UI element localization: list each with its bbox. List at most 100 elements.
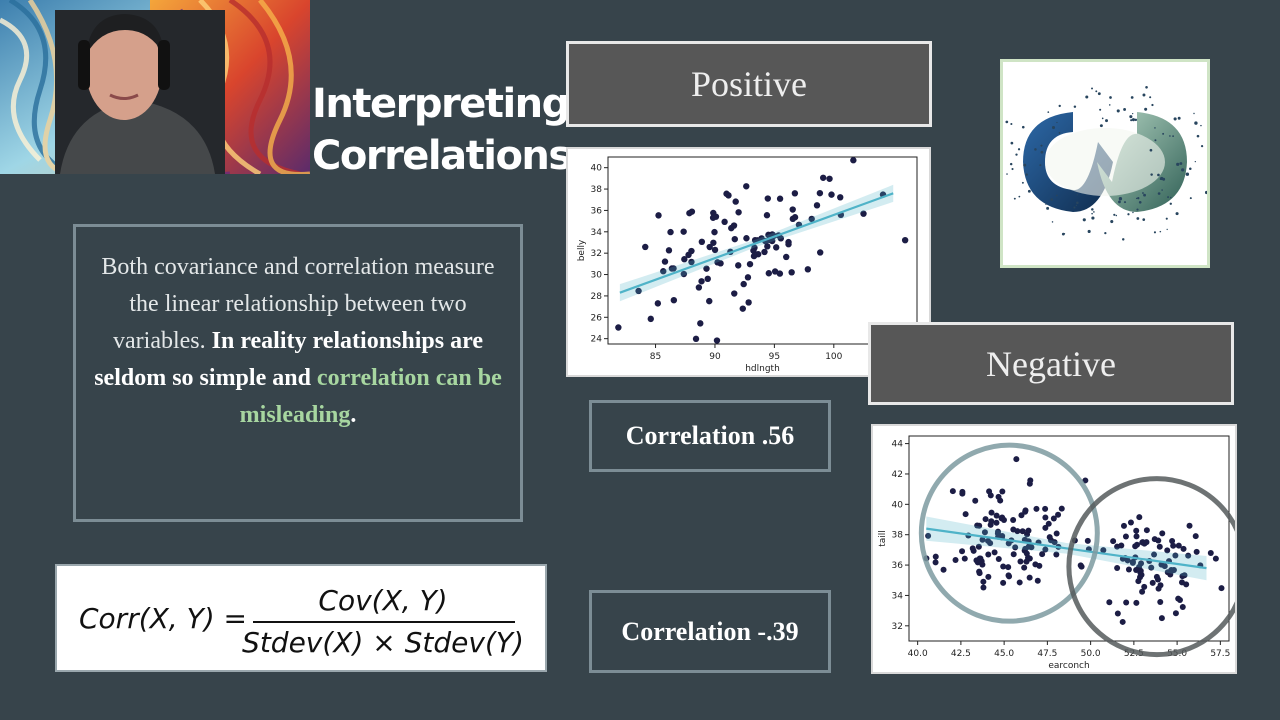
data-point xyxy=(1114,543,1121,550)
data-point xyxy=(711,246,719,254)
data-point xyxy=(982,516,989,523)
logo-dot xyxy=(1169,196,1172,199)
logo-dot xyxy=(1130,119,1133,122)
logo-dot xyxy=(1113,213,1116,216)
logo-dot xyxy=(1056,121,1058,124)
plot-frame xyxy=(607,156,918,345)
y-tick-label: 28 xyxy=(591,292,603,302)
data-point xyxy=(1149,579,1156,586)
data-point xyxy=(975,543,982,550)
logo-dot xyxy=(1175,212,1179,216)
y-tick-label: 24 xyxy=(591,335,603,345)
plot-frame xyxy=(908,435,1230,642)
data-point xyxy=(1033,505,1040,512)
data-point xyxy=(1137,567,1144,574)
y-tick-label: 36 xyxy=(591,206,603,216)
data-point xyxy=(826,175,833,182)
logo-dot xyxy=(1073,206,1076,209)
formula-graphic: Corr(X, Y) = Cov(X, Y) Stdev(X) × Stdev(… xyxy=(79,584,524,659)
data-point xyxy=(1133,599,1140,606)
data-point xyxy=(1026,574,1033,581)
data-point xyxy=(1172,552,1179,559)
data-point xyxy=(704,275,711,283)
data-point xyxy=(1025,543,1032,550)
data-point xyxy=(985,537,992,544)
data-point xyxy=(706,297,713,305)
data-point xyxy=(995,493,1002,500)
logo-dot xyxy=(1144,107,1148,111)
data-point xyxy=(695,284,703,291)
data-point xyxy=(681,256,688,263)
slide-title: Interpreting Correlations xyxy=(312,78,572,182)
negative-scatter-svg: 40.0 42.5 45.0 47.5 50.0 52.5 55.0 57.532343638… xyxy=(878,435,1248,671)
data-point xyxy=(1143,527,1150,534)
logo-dot xyxy=(1142,218,1146,221)
logo-dot xyxy=(1173,117,1177,121)
data-point xyxy=(1179,603,1186,610)
data-point xyxy=(949,488,956,495)
data-point xyxy=(991,549,998,556)
data-point xyxy=(837,194,844,201)
data-point xyxy=(750,252,758,260)
negative-scatter-chart: 40.0 42.5 45.0 47.5 50.0 52.5 55.0 57.5 32 34 36 38… xyxy=(871,424,1248,674)
logo-dot xyxy=(1091,208,1094,211)
data-point xyxy=(959,548,966,555)
data-point xyxy=(660,268,667,275)
data-point xyxy=(788,269,795,276)
data-point xyxy=(1000,516,1007,523)
data-point xyxy=(1156,543,1163,550)
y-tick-label: 30 xyxy=(591,271,603,281)
data-point xyxy=(850,157,857,164)
logo-dot xyxy=(1166,228,1168,231)
data-point xyxy=(692,335,700,343)
data-point xyxy=(1039,551,1046,558)
logo-dot xyxy=(1160,176,1164,181)
logo-dot xyxy=(1110,219,1114,224)
data-point xyxy=(819,174,827,181)
data-point xyxy=(1172,610,1179,617)
data-point xyxy=(731,235,738,243)
logo-dot xyxy=(1193,112,1195,115)
logo-dot xyxy=(1129,115,1133,119)
logo-dot xyxy=(1017,148,1021,151)
data-point xyxy=(1058,505,1065,512)
y-tick-label: 36 xyxy=(892,561,904,571)
data-point xyxy=(1139,588,1146,595)
data-point xyxy=(764,243,771,250)
data-point xyxy=(761,248,768,256)
data-point xyxy=(1133,566,1140,573)
y-tick-label: 38 xyxy=(892,531,904,541)
data-point xyxy=(1134,541,1141,548)
logo-dot xyxy=(1040,150,1044,154)
logo-dot xyxy=(1204,190,1209,195)
data-point xyxy=(972,497,979,504)
logo-dot xyxy=(1115,214,1118,217)
data-point xyxy=(1138,560,1145,567)
logo-dot xyxy=(1046,206,1050,210)
data-point xyxy=(740,280,747,288)
data-point xyxy=(764,195,771,202)
formula-lhs: Corr(X, Y) = xyxy=(79,602,247,635)
data-point xyxy=(993,512,1000,519)
x-axis-label: earconch xyxy=(1048,661,1089,671)
data-point xyxy=(1022,508,1029,515)
data-point xyxy=(680,270,688,278)
logo-dot xyxy=(1018,195,1021,198)
logo-dot xyxy=(1118,197,1123,201)
data-point xyxy=(988,509,995,516)
logo-dot xyxy=(1123,108,1126,111)
logo-dot xyxy=(1058,132,1061,134)
logo-dot xyxy=(1087,229,1091,234)
data-point xyxy=(1042,505,1049,512)
logo-dot xyxy=(1021,125,1025,129)
data-point xyxy=(980,584,987,591)
data-point xyxy=(1010,526,1017,533)
data-point xyxy=(785,241,792,248)
logo-dot xyxy=(1169,202,1172,205)
logo-dot xyxy=(1009,162,1013,166)
data-point xyxy=(1148,564,1155,571)
logo-dot xyxy=(1179,162,1183,165)
logo-dot xyxy=(1123,201,1127,204)
logo-dot xyxy=(1151,103,1154,107)
data-point xyxy=(1133,533,1140,540)
